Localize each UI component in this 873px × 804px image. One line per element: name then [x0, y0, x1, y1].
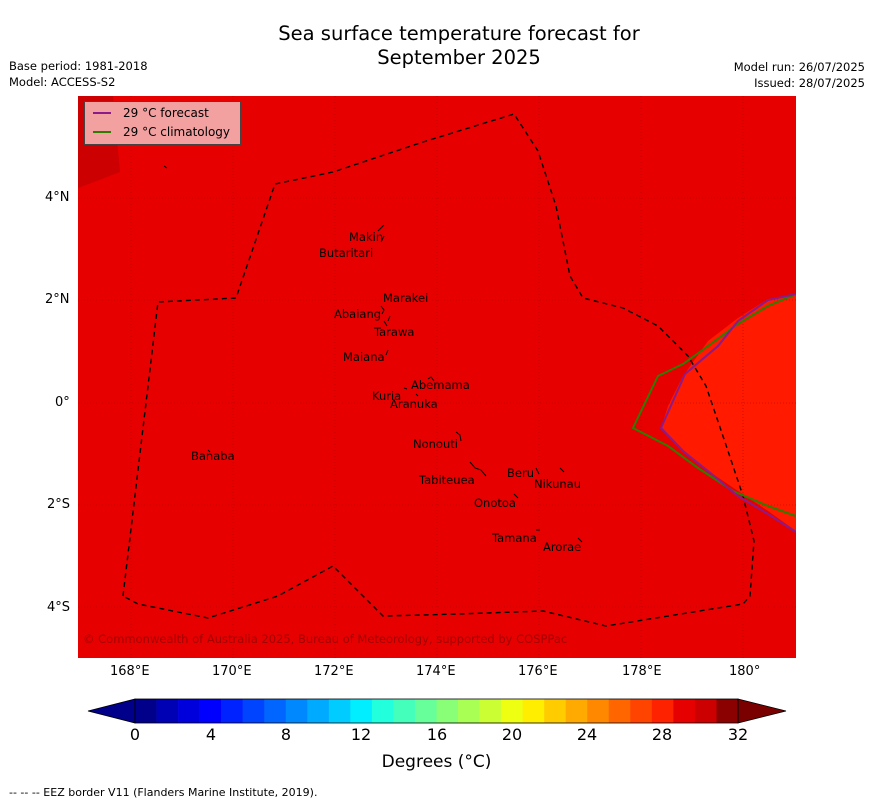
y-tick-label: 2°N	[45, 292, 70, 307]
legend-climatology-label: 29 °C climatology	[123, 125, 231, 139]
colorbar-segment	[350, 699, 373, 723]
island-label-maiana: Maiana	[343, 350, 385, 364]
island-label-aranuka: Aranuka	[390, 397, 438, 411]
colorbar-segment	[328, 699, 351, 723]
colorbar-segment	[178, 699, 200, 723]
x-tick-label: 178°E	[622, 664, 662, 679]
colorbar-segment	[371, 699, 394, 723]
colorbar-high-extension	[737, 698, 787, 724]
island-label-makin: Makin	[349, 230, 384, 244]
colorbar-segment	[716, 699, 739, 723]
map-legend: 29 °C forecast 29 °C climatology	[84, 101, 241, 145]
model-info: Base period: 1981-2018 Model: ACCESS-S2	[9, 58, 148, 90]
x-tick-label: 170°E	[212, 664, 252, 679]
issued-text: Issued: 28/07/2025	[754, 76, 865, 90]
island-label-nonouti: Nonouti	[413, 437, 458, 451]
legend-forecast-label: 29 °C forecast	[123, 106, 209, 120]
y-tick-label: 4°N	[45, 190, 70, 205]
island-markers	[163, 165, 583, 543]
title-line-1: Sea surface temperature forecast for	[278, 22, 640, 45]
colorbar-title: Degrees (°C)	[381, 752, 492, 772]
x-tick-label: 176°E	[518, 664, 558, 679]
colorbar-segment	[587, 699, 610, 723]
colorbar-tick-label: 32	[727, 725, 749, 744]
colorbar-low-extension	[87, 698, 136, 724]
island-label-marakei: Marakei	[383, 291, 429, 305]
colorbar-segment	[651, 699, 674, 723]
climatology-29c-contour	[631, 293, 796, 517]
map-gridlines	[78, 96, 796, 658]
x-tick-label: 174°E	[416, 664, 456, 679]
base-period-text: Base period: 1981-2018	[9, 59, 148, 73]
model-run-text: Model run: 26/07/2025	[733, 60, 865, 74]
colorbar-tick-label: 24	[576, 725, 598, 744]
run-info: Model run: 26/07/2025 Issued: 28/07/2025	[734, 59, 865, 91]
forecast-line-swatch	[93, 112, 111, 114]
colorbar-segment	[608, 699, 631, 723]
colorbar-segment	[522, 699, 545, 723]
island-label-tarawa: Tarawa	[374, 325, 415, 339]
colorbar-tick-label: 8	[280, 725, 292, 744]
colorbar-segment	[436, 699, 459, 723]
island-label-abemama: Abemama	[411, 378, 470, 392]
island-label-beru: Beru	[507, 466, 534, 480]
island-label-tabiteuea: Tabiteuea	[419, 473, 475, 487]
colorbar-segment	[135, 699, 157, 723]
chart-title: Sea surface temperature forecast for Sep…	[0, 22, 873, 70]
warm-sst-region	[661, 294, 796, 531]
island-label-banaba: Banaba	[191, 449, 235, 463]
y-tick-label: 4°S	[47, 600, 71, 615]
colorbar-tick-label: 12	[350, 725, 372, 744]
y-tick-label: 0°	[55, 395, 70, 410]
island-label-tamana: Tamana	[492, 531, 537, 545]
colorbar-segment	[307, 699, 330, 723]
island-label-onotoa: Onotoa	[474, 496, 516, 510]
colorbar-border	[134, 698, 739, 724]
colorbar-segment	[458, 699, 480, 723]
climatology-line-swatch	[93, 131, 111, 133]
forecast-29c-contour	[659, 293, 796, 533]
colorbar-segment	[221, 699, 243, 723]
colorbar-segment	[479, 699, 502, 723]
colorbar-segment	[264, 699, 287, 723]
colorbar-tick-label: 0	[129, 725, 141, 744]
copyright-text: © Commonwealth of Australia 2025, Bureau…	[83, 632, 568, 646]
colorbar-segment	[242, 699, 265, 723]
colorbar-segment	[565, 699, 588, 723]
x-tick-label: 168°E	[110, 664, 150, 679]
colorbar-tick-label: 4	[205, 725, 217, 744]
colorbar-tick-label: 20	[501, 725, 523, 744]
colorbar-segment	[199, 699, 222, 723]
model-name-text: Model: ACCESS-S2	[9, 75, 116, 89]
y-tick-label: 2°S	[47, 497, 71, 512]
sst-map	[78, 96, 796, 658]
colorbar-segment	[630, 699, 653, 723]
colorbar-segment	[501, 699, 523, 723]
island-label-abaiang: Abaiang	[334, 307, 382, 321]
eez-footnote: -- -- -- EEZ border V11 (Flanders Marine…	[9, 786, 318, 799]
colorbar-segment	[694, 699, 717, 723]
colorbar-segment	[544, 699, 567, 723]
colorbar-segment	[414, 699, 437, 723]
x-tick-label: 180°	[729, 664, 761, 679]
island-label-kuria: Kuria	[372, 389, 402, 403]
colorbar-segment	[673, 699, 696, 723]
eez-border	[122, 113, 755, 627]
island-label-nikunau: Nikunau	[534, 477, 582, 491]
legend-forecast-entry: 29 °C forecast	[93, 105, 209, 121]
colorbar-segment	[156, 699, 179, 723]
island-label-arorae: Arorae	[543, 540, 582, 554]
colorbar-segment	[285, 699, 308, 723]
x-tick-label: 172°E	[314, 664, 354, 679]
colorbar-segment	[393, 699, 416, 723]
legend-climatology-entry: 29 °C climatology	[93, 124, 230, 140]
colorbar-tick-label: 16	[426, 725, 448, 744]
colorbar	[87, 698, 787, 724]
title-line-2: September 2025	[377, 46, 541, 69]
island-label-butaritari: Butaritari	[319, 246, 374, 260]
colorbar-tick-label: 28	[651, 725, 673, 744]
